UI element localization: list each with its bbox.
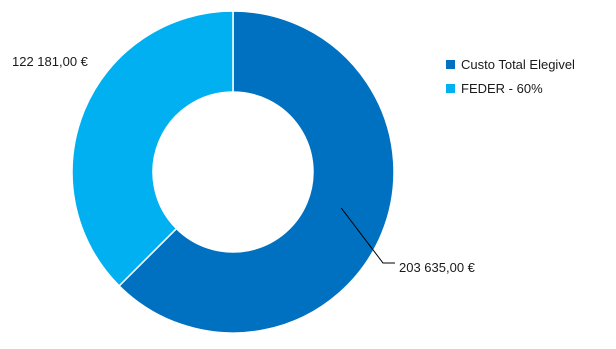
legend-label-custo-total: Custo Total Elegivel bbox=[461, 56, 575, 72]
legend-swatch-custo-total bbox=[446, 59, 455, 69]
leader-line-custo-total bbox=[340, 207, 395, 264]
chart-legend: Custo Total Elegivel FEDER - 60% bbox=[446, 55, 575, 103]
data-label-custo-total: 203 635,00 € bbox=[399, 260, 476, 275]
legend-item-feder: FEDER - 60% bbox=[446, 79, 575, 97]
leader-lines bbox=[340, 207, 395, 264]
donut-slice-custo-total bbox=[118, 10, 395, 334]
legend-label-feder: FEDER - 60% bbox=[461, 80, 543, 96]
data-label-feder: 122 181,00 € bbox=[12, 54, 89, 69]
donut-slice-feder bbox=[71, 10, 234, 287]
data-labels: 203 635,00 € 122 181,00 € bbox=[12, 54, 476, 275]
legend-swatch-feder bbox=[446, 83, 455, 93]
legend-item-custo-total: Custo Total Elegivel bbox=[446, 55, 575, 73]
donut-slices bbox=[71, 10, 395, 334]
